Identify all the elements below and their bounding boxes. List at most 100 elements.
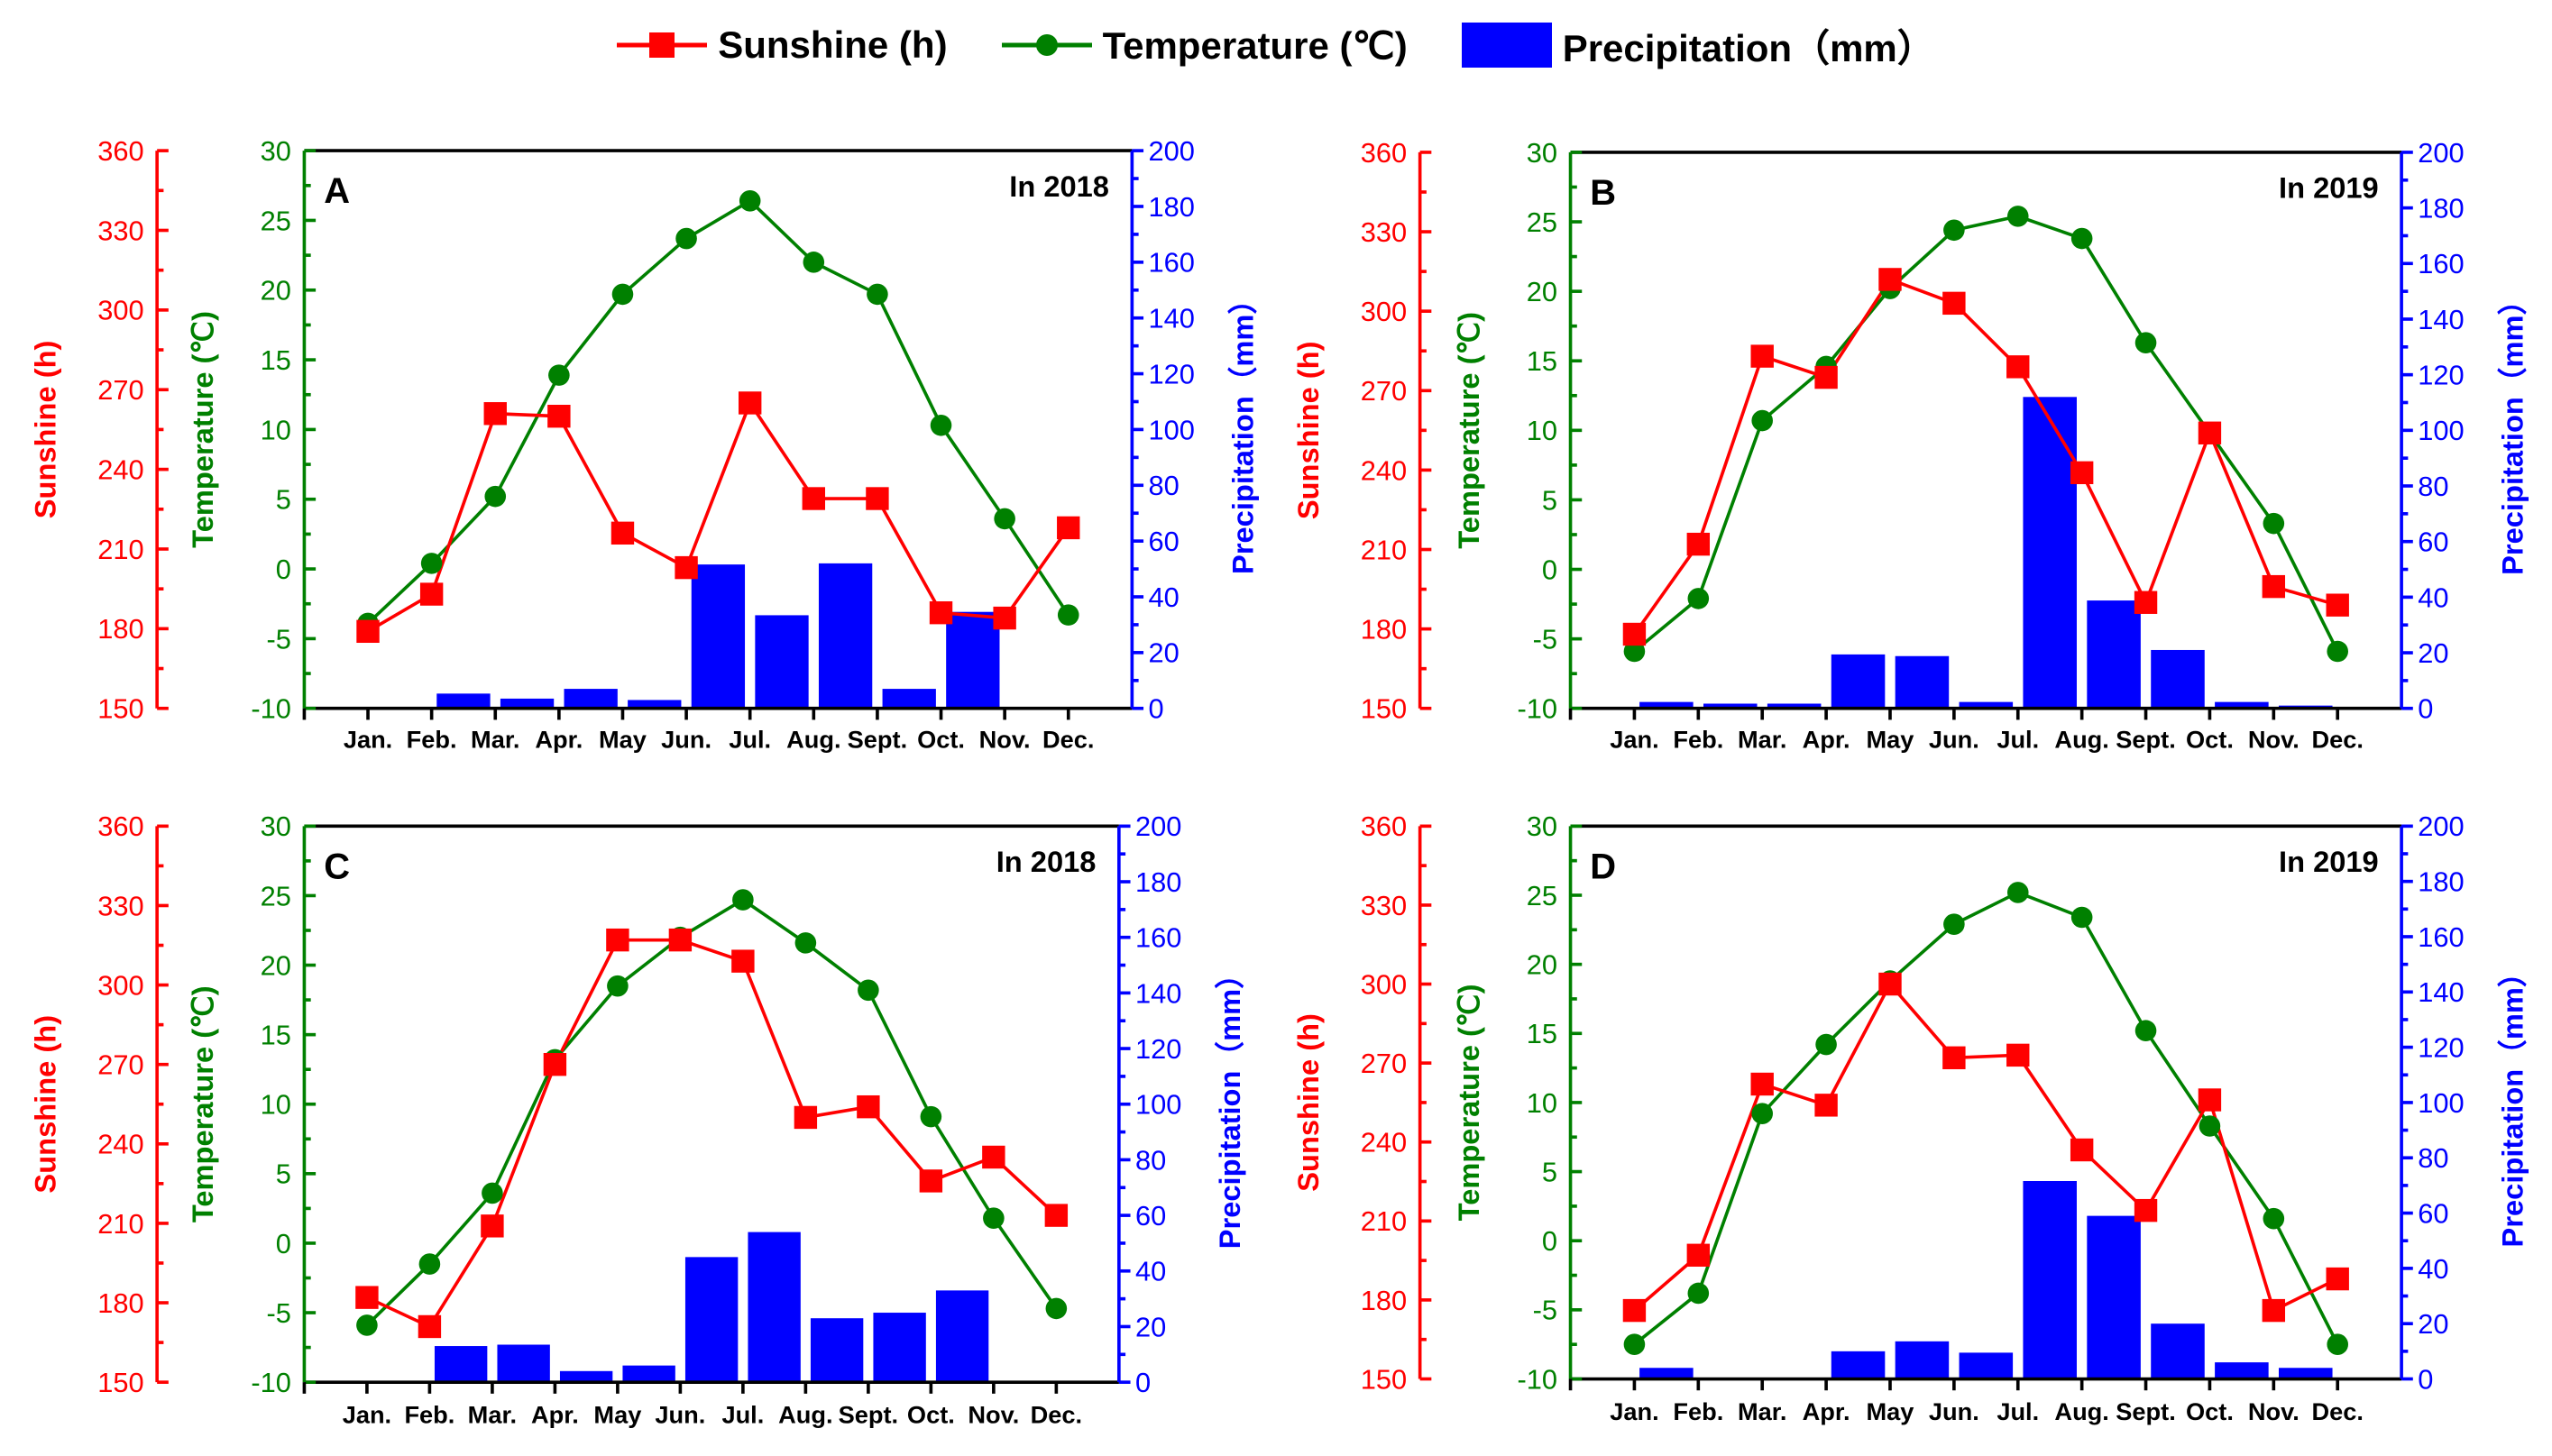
sunshine-tick-label: 180: [97, 1287, 143, 1319]
temperature-point: [611, 283, 634, 306]
temperature-tick-label: 10: [1527, 1087, 1557, 1119]
temperature-point: [930, 414, 952, 436]
precipitation-tick-label: 200: [1149, 135, 1195, 167]
precipitation-tick-label: 20: [1135, 1311, 1166, 1342]
precipitation-tick-label: 140: [1149, 303, 1195, 334]
temperature-point: [1687, 588, 1710, 609]
precipitation-tick-label: 200: [2418, 810, 2464, 842]
precipitation-bar: [1831, 1351, 1886, 1379]
panel-d: 150180210240270300330360-10-505101520253…: [1291, 810, 2529, 1425]
year-annotation: In 2018: [996, 845, 1097, 878]
temperature-tick-label: 25: [1527, 880, 1557, 911]
temperature-point: [983, 1207, 1005, 1229]
precipitation-axis-title: Precipitation（mm）: [1213, 959, 1246, 1249]
temperature-point: [858, 979, 879, 1002]
precipitation-bar: [873, 1313, 926, 1383]
month-label: Aug.: [778, 1400, 832, 1428]
month-label: Aug.: [2054, 725, 2108, 753]
precipitation-bar: [1959, 701, 2014, 709]
month-label: Aug.: [786, 725, 840, 753]
sunshine-tick-label: 150: [1361, 1363, 1407, 1395]
month-label: Jun.: [655, 1400, 705, 1428]
sunshine-point: [2262, 574, 2286, 599]
panel-a: 150180210240270300330360-10-505101520253…: [29, 135, 1260, 753]
precipitation-bar: [935, 1290, 989, 1383]
precipitation-bar: [1831, 654, 1886, 709]
month-label: Nov.: [979, 725, 1031, 753]
precipitation-tick-label: 120: [1135, 1033, 1181, 1065]
precipitation-bar: [622, 1365, 675, 1383]
sunshine-axis-title: Sunshine (h): [1291, 342, 1325, 520]
temperature-axis-title: Temperature (℃): [186, 311, 219, 548]
precipitation-bar: [946, 611, 1000, 709]
sunshine-tick-label: 150: [97, 1367, 143, 1398]
temperature-point: [675, 227, 697, 250]
precipitation-bar: [748, 1232, 801, 1383]
precipitation-tick-label: 80: [2418, 1142, 2448, 1174]
month-label: Mar.: [1738, 1397, 1786, 1425]
temperature-tick-label: -5: [266, 1297, 290, 1329]
sunshine-tick-label: 330: [97, 890, 143, 921]
precipitation-tick-label: 120: [1149, 358, 1195, 389]
panel-label: B: [1590, 173, 1616, 213]
temperature-point: [2134, 1020, 2157, 1042]
precipitation-bar: [434, 1346, 488, 1383]
precipitation-axis-title: Precipitation（mm）: [2495, 286, 2529, 575]
precipitation-tick-label: 80: [1149, 470, 1180, 501]
temperature-point: [1943, 219, 1965, 242]
sunshine-axis-title: Sunshine (h): [1291, 1013, 1325, 1192]
sunshine-point: [866, 487, 889, 510]
temperature-point: [607, 975, 629, 997]
legend-precipitation-marker: [1461, 23, 1552, 68]
precipitation-tick-label: 140: [1135, 977, 1181, 1009]
sunshine-axis-title: Sunshine (h): [29, 341, 62, 519]
temperature-point: [2263, 1207, 2285, 1230]
precipitation-tick-label: 60: [2418, 527, 2448, 558]
month-label: Jun.: [1929, 1397, 1979, 1425]
sunshine-point: [1686, 532, 1711, 556]
temperature-tick-label: 20: [261, 949, 291, 981]
precipitation-axis-title: Precipitation（mm）: [1226, 285, 1260, 574]
temperature-point: [1943, 913, 1965, 935]
temperature-tick-label: 0: [276, 554, 291, 585]
temperature-tick-label: 30: [261, 810, 291, 842]
sunshine-point: [2070, 1138, 2094, 1162]
sunshine-point: [1942, 1046, 1966, 1069]
sunshine-point: [2006, 355, 2030, 379]
sunshine-tick-label: 300: [97, 969, 143, 1001]
precipitation-tick-label: 60: [2418, 1197, 2448, 1229]
temperature-tick-label: 0: [1542, 554, 1557, 585]
month-label: Jan.: [1610, 1397, 1658, 1425]
month-label: Jan.: [1610, 725, 1658, 753]
precipitation-bar: [1895, 1341, 1950, 1379]
year-annotation: In 2018: [1009, 169, 1109, 203]
temperature-point: [2134, 332, 2157, 353]
temperature-tick-label: 10: [261, 414, 291, 445]
sunshine-tick-label: 270: [1361, 375, 1407, 407]
precipitation-axis-title: Precipitation（mm）: [2495, 957, 2529, 1247]
sunshine-tick-label: 330: [97, 215, 143, 246]
sunshine-point: [355, 1286, 379, 1309]
temperature-point: [2199, 1115, 2221, 1137]
temperature-tick-label: 20: [261, 275, 291, 307]
sunshine-tick-label: 210: [97, 534, 143, 565]
temperature-point: [803, 252, 825, 273]
month-label: Jul.: [1997, 1397, 2039, 1425]
sunshine-point: [2326, 1267, 2349, 1291]
temperature-point: [2327, 640, 2349, 663]
month-label: Sept.: [2116, 1397, 2176, 1425]
month-label: Sept.: [848, 725, 908, 753]
sunshine-point: [2070, 461, 2094, 485]
sunshine-tick-label: 300: [97, 295, 143, 326]
month-label: Jan.: [344, 725, 392, 753]
precipitation-bar: [559, 1370, 613, 1383]
legend-temperature-label: Temperature (℃): [1102, 23, 1408, 67]
temperature-point: [739, 190, 761, 212]
legend-item-temperature: Temperature (℃): [1001, 23, 1408, 68]
year-annotation: In 2019: [2279, 845, 2379, 878]
sunshine-point: [929, 600, 953, 625]
sunshine-tick-label: 210: [1361, 1205, 1407, 1237]
sunshine-point: [418, 1314, 442, 1339]
sunshine-point: [2134, 591, 2158, 614]
precipitation-tick-label: 200: [2418, 137, 2464, 169]
